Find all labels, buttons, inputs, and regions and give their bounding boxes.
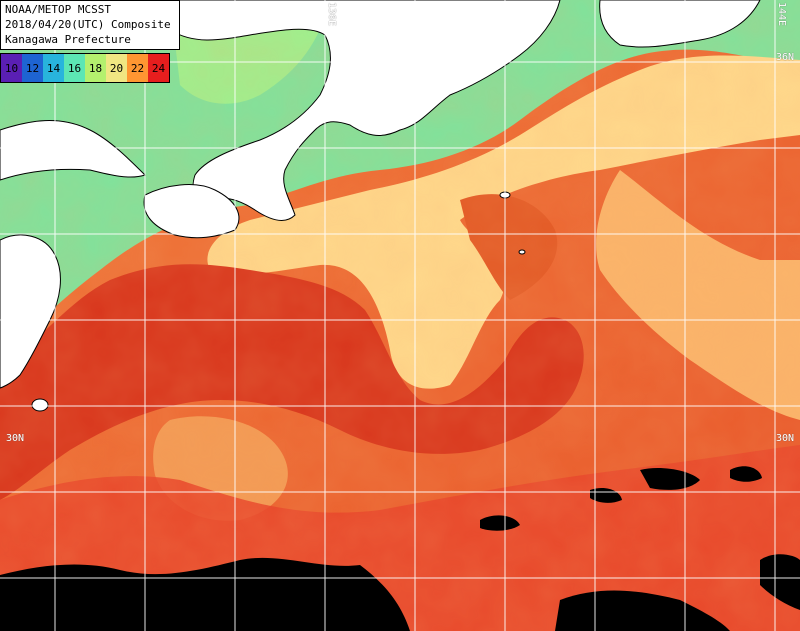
legend-label-12: 12 xyxy=(25,61,40,75)
legend-swatch-14: 14 xyxy=(43,54,64,82)
legend-swatch-16: 16 xyxy=(64,54,85,82)
lat-label-30n-right: 30N xyxy=(776,433,795,444)
lat-label-36n: 36N xyxy=(776,52,795,63)
legend-swatch-24: 24 xyxy=(148,54,169,82)
map-title-box: NOAA/METOP MCSST 2018/04/20(UTC) Composi… xyxy=(0,0,180,50)
legend-swatch-10: 10 xyxy=(1,54,22,82)
lon-label-144e: 144E xyxy=(776,2,787,27)
north-honshu xyxy=(599,0,761,48)
title-line-organization: Kanagawa Prefecture xyxy=(5,33,131,46)
legend-label-10: 10 xyxy=(4,61,19,75)
legend-label-18: 18 xyxy=(88,61,103,75)
legend-label-16: 16 xyxy=(67,61,82,75)
title-line-source: NOAA/METOP MCSST xyxy=(5,3,111,16)
lat-label-30n-left: 30N xyxy=(6,433,25,444)
legend-label-22: 22 xyxy=(130,61,145,75)
legend-swatch-18: 18 xyxy=(85,54,106,82)
legend-swatch-20: 20 xyxy=(106,54,127,82)
legend-label-14: 14 xyxy=(46,61,61,75)
legend-label-20: 20 xyxy=(109,61,124,75)
legend-swatch-22: 22 xyxy=(127,54,148,82)
temperature-legend: 10 12 14 16 18 20 22 24 xyxy=(0,53,170,83)
honshu xyxy=(149,0,561,221)
tanegashima xyxy=(31,398,49,412)
lon-label-136e: 136E xyxy=(326,2,337,27)
landmass xyxy=(0,0,761,412)
izu-island-2 xyxy=(518,249,526,255)
legend-swatch-12: 12 xyxy=(22,54,43,82)
legend-label-24: 24 xyxy=(151,61,166,75)
title-line-date: 2018/04/20(UTC) Composite xyxy=(5,18,171,31)
